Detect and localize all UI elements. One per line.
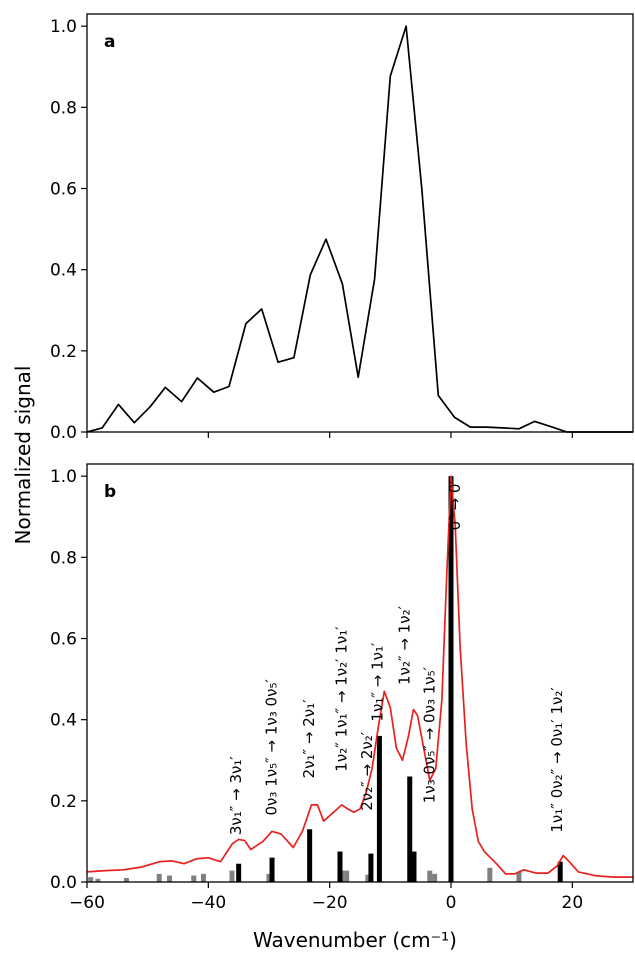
black-bar [411, 851, 417, 882]
panel-a-x-ticks [86, 432, 573, 438]
gray-bar [88, 877, 94, 882]
panel-b-letter: b [104, 482, 116, 502]
panel-b-y-tick-label: 0.8 [50, 548, 77, 568]
black-bar [448, 476, 454, 882]
gray-bar [432, 873, 438, 882]
panel-a-y-tick-label: 0.6 [50, 180, 77, 200]
panel-b-y-ticks: 0.0 0.2 0.4 0.6 0.8 1.0 [50, 467, 87, 893]
gray-bar [156, 873, 162, 882]
black-bar [337, 851, 343, 882]
transition-label: 2ν₂″ → 2ν₂′ [358, 731, 376, 811]
panel-a-y-tick-label: 1.0 [50, 17, 77, 37]
panel-a-y-tick-label: 0.4 [50, 261, 77, 281]
gray-bar [123, 877, 129, 882]
panel-b-spectrum-line [86, 475, 633, 878]
black-bar [376, 735, 382, 882]
panel-b-frame [86, 463, 634, 883]
panel-b-y-tick-label: 0.2 [50, 792, 77, 812]
panel-a-y-ticks: 0.0 0.2 0.4 0.6 0.8 1.0 [50, 17, 87, 443]
black-bar [307, 829, 313, 882]
y-axis-title: Normalized signal [11, 366, 35, 545]
transition-label: 3ν₁″ → 3ν₁′ [227, 756, 245, 836]
transition-label: 0ν₃ 1ν₅″ → 1ν₃ 0ν₅′ [262, 679, 280, 816]
panel-b-y-tick-label: 0.6 [50, 630, 77, 650]
gray-bar [516, 871, 522, 882]
panel-a-y-tick-label: 0.8 [50, 98, 77, 118]
panel-a-letter: a [104, 32, 115, 52]
black-bar [557, 861, 563, 882]
panel-b-x-tick-label: −60 [69, 893, 105, 913]
transition-label: 1ν₁″ 0ν₂″ → 0ν₁′ 1ν₂′ [548, 687, 566, 833]
panel-b-x-tick-label: 0 [446, 893, 457, 913]
panel-b-y-tick-label: 0.0 [50, 873, 77, 893]
gray-bar [229, 870, 235, 882]
panel-b-gray-bars [88, 867, 522, 882]
panel-b-y-tick-label: 1.0 [50, 467, 77, 487]
gray-bar [365, 874, 371, 882]
x-axis-title: Wavenumber (cm⁻¹) [253, 928, 457, 952]
panel-b-x-tick-label: −20 [312, 893, 348, 913]
transition-label: 1ν₂″ → 1ν₂′ [396, 605, 414, 685]
panel-a-series [86, 25, 633, 433]
transition-label: 0″ → 0′ [446, 480, 464, 531]
gray-bar [344, 870, 350, 882]
panel-b-line [86, 475, 633, 878]
panel-a: 0.0 0.2 0.4 0.6 0.8 1.0 a [50, 13, 634, 443]
panel-b-y-tick-label: 0.4 [50, 711, 77, 731]
black-bar [269, 857, 275, 882]
panel-a-series-line [86, 25, 633, 433]
black-bar [407, 776, 413, 882]
panel-a-y-tick-label: 0.0 [50, 423, 77, 443]
panel-b: 0″ → 0′ 1ν₁″ → 1ν₁′ 1ν₂″ → 1ν₂′ 1ν₃ 0ν₅″ → … [50, 463, 634, 913]
gray-bar [427, 870, 433, 882]
transition-label: 1ν₂″ 1ν₁″ → 1ν₂′ 1ν₁′ [333, 626, 351, 772]
gray-bar [487, 867, 493, 882]
gray-bar [200, 873, 206, 882]
panel-b-black-bars [236, 476, 563, 882]
gray-bar [167, 875, 173, 882]
panel-a-frame [86, 13, 634, 433]
panel-a-y-tick-label: 0.2 [50, 342, 77, 362]
panel-b-x-ticks: −60 −40 −20 0 20 [69, 882, 583, 913]
gray-bar [95, 878, 101, 882]
gray-bar [266, 873, 272, 882]
black-bar [368, 853, 374, 882]
transition-label: 1ν₁″ → 1ν₁′ [368, 642, 386, 722]
gray-bar [191, 875, 197, 882]
panel-b-annotations: 0″ → 0′ 1ν₁″ → 1ν₁′ 1ν₂″ → 1ν₂′ 1ν₃ 0ν₅″ → … [227, 480, 566, 836]
black-bar [236, 863, 242, 882]
transition-label: 2ν₁″ → 2ν₁′ [300, 699, 318, 779]
transition-label: 1ν₃ 0ν₅″ → 0ν₃ 1ν₅′ [421, 666, 439, 803]
panel-b-x-tick-label: 20 [562, 893, 584, 913]
panel-b-x-tick-label: −40 [190, 893, 226, 913]
